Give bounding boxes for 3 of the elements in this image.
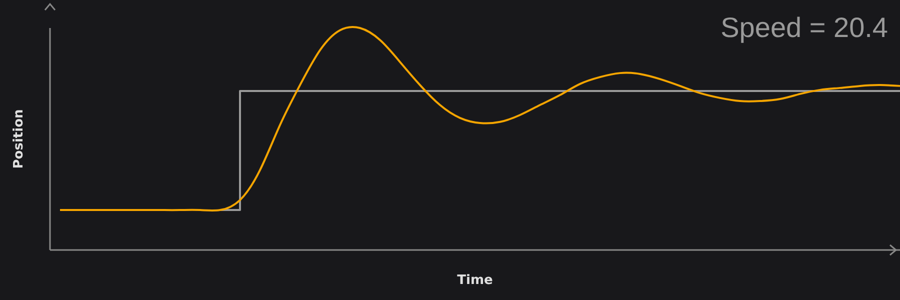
x-axis-title: Time <box>457 273 494 288</box>
y-axis-title: Position <box>12 109 27 169</box>
annotation: Speed = 20.4 <box>720 12 888 44</box>
